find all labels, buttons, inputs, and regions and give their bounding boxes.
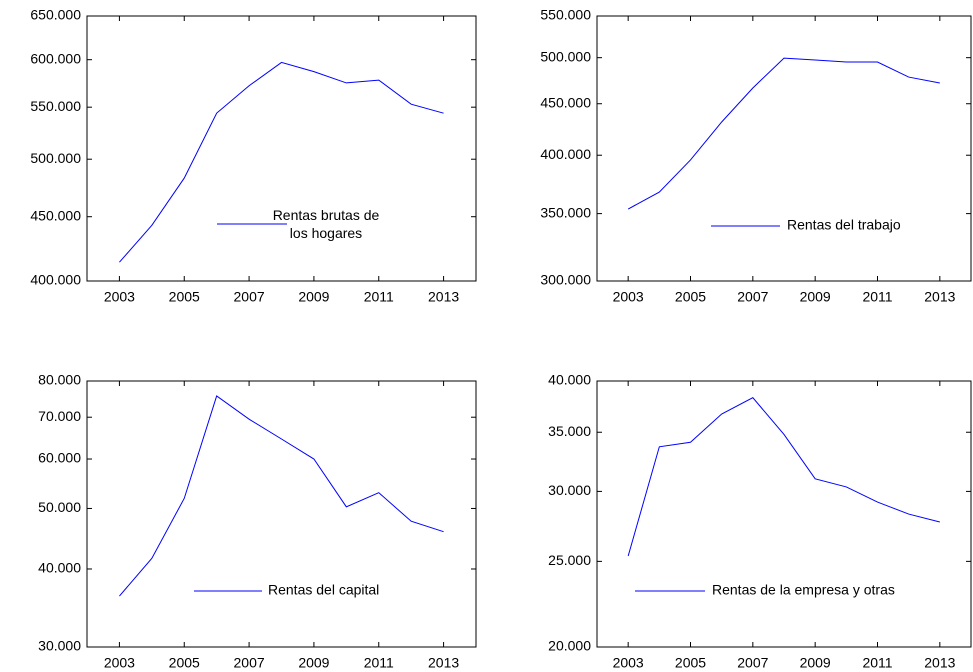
y-tick-label: 40.000	[548, 372, 591, 388]
legend-label: Rentas de la empresa y otras	[712, 582, 895, 598]
y-tick-label: 70.000	[38, 408, 81, 424]
plot-frame	[86, 15, 477, 282]
y-tick-label: 300.000	[540, 272, 591, 288]
legend-label: Rentas del capital	[268, 582, 379, 598]
y-tick-label: 350.000	[540, 204, 591, 220]
y-tick-label: 25.000	[548, 552, 591, 568]
y-tick-label: 550.000	[540, 7, 591, 23]
x-tick-label: 2009	[800, 655, 831, 671]
data-line	[627, 57, 940, 210]
y-tick-label: 550.000	[30, 98, 81, 114]
x-tick-label: 2011	[364, 655, 394, 671]
y-tick-label: 30.000	[38, 638, 81, 654]
x-tick-label: 2011	[862, 655, 892, 671]
x-tick-label: 2007	[737, 655, 768, 671]
x-tick-label: 2009	[800, 289, 831, 305]
x-tick-label: 2013	[428, 655, 459, 671]
x-tick-label: 2003	[613, 655, 644, 671]
x-tick-label: 2003	[104, 289, 135, 305]
y-tick-label: 400.000	[540, 146, 591, 162]
x-tick-label: 2007	[234, 289, 265, 305]
x-tick-label: 2011	[364, 289, 394, 305]
x-tick-label: 2005	[675, 289, 706, 305]
y-tick-label: 450.000	[30, 207, 81, 223]
plot-frame	[596, 380, 972, 648]
y-tick-label: 40.000	[38, 560, 81, 576]
x-tick-label: 2005	[169, 289, 200, 305]
data-line	[627, 397, 940, 557]
y-tick-label: 400.000	[30, 272, 81, 288]
x-tick-label: 2009	[298, 655, 329, 671]
x-tick-label: 2005	[675, 655, 706, 671]
y-tick-label: 35.000	[548, 423, 591, 439]
y-tick-label: 30.000	[548, 482, 591, 498]
y-tick-label: 500.000	[30, 150, 81, 166]
x-tick-label: 2003	[613, 289, 644, 305]
y-tick-label: 80.000	[38, 372, 81, 388]
x-tick-label: 2005	[169, 655, 200, 671]
y-tick-label: 500.000	[540, 48, 591, 64]
x-tick-label: 2009	[298, 289, 329, 305]
x-tick-label: 2003	[104, 655, 135, 671]
x-tick-label: 2013	[428, 289, 459, 305]
y-tick-label: 650.000	[30, 7, 81, 23]
y-tick-label: 20.000	[548, 638, 591, 654]
y-tick-label: 600.000	[30, 50, 81, 66]
plot-frame	[86, 380, 477, 648]
y-tick-label: 450.000	[540, 94, 591, 110]
plot-frame	[596, 15, 972, 282]
x-tick-label: 2011	[862, 289, 892, 305]
y-tick-label: 50.000	[38, 499, 81, 515]
data-line	[119, 61, 444, 263]
x-tick-label: 2013	[924, 289, 955, 305]
legend-label: Rentas del trabajo	[787, 217, 901, 233]
x-tick-label: 2007	[737, 289, 768, 305]
x-tick-label: 2013	[924, 655, 955, 671]
y-tick-label: 60.000	[38, 450, 81, 466]
legend-label: Rentas brutas de los hogares	[272, 207, 380, 241]
data-line	[119, 395, 444, 597]
x-tick-label: 2007	[234, 655, 265, 671]
